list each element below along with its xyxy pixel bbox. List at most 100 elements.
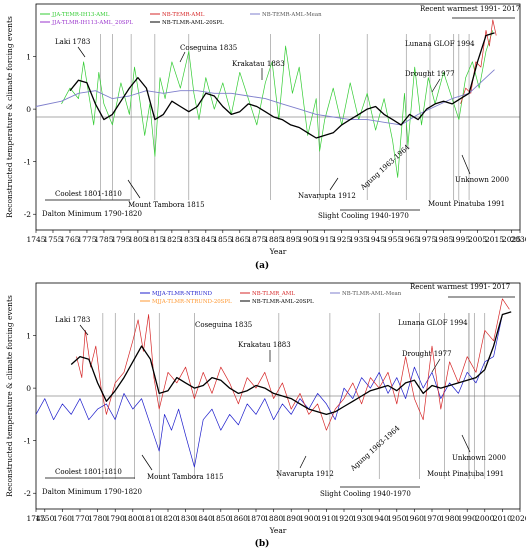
legend-label: NB-TLMR-AML-Mean — [342, 291, 402, 297]
annotation-krakatau: Krakatau 1883 — [238, 341, 291, 349]
x-tick-label: 2020 — [510, 514, 526, 523]
x-tick-label: 1795 — [111, 235, 130, 244]
legend-label: MJJA-TLMR-NTRUND — [152, 291, 213, 297]
y-tick-label: -2 — [24, 489, 32, 498]
series-line-nb-temr-aml-mean — [35, 69, 495, 126]
x-tick-label: 1970 — [422, 514, 441, 523]
x-tick-label: 1945 — [366, 235, 385, 244]
x-tick-label: 1875 — [247, 235, 266, 244]
arrow — [431, 358, 441, 373]
annotation-navarupta: Navarupta 1912 — [276, 470, 334, 478]
panel-label-a: (a) — [255, 260, 269, 271]
x-tick-label: 1995 — [451, 235, 470, 244]
x-tick-label: 1950 — [387, 514, 406, 523]
arrow — [461, 154, 471, 175]
x-axis-label-a: Year — [269, 247, 287, 256]
x-tick-label: 1860 — [229, 514, 248, 523]
x-tick-label: 2010 — [493, 514, 512, 523]
annotation-tambora: Mount Tambora 1815 — [128, 201, 205, 209]
x-tick-label: 1865 — [230, 235, 249, 244]
y-tick-label: 1 — [26, 53, 31, 62]
annotation-coolest: Coolest 1801-1810 — [55, 468, 122, 476]
x-tick-label: 1935 — [349, 235, 368, 244]
x-tick-label: 1805 — [128, 235, 147, 244]
x-tick-label: 1825 — [162, 235, 181, 244]
x-tick-label: 1930 — [352, 514, 371, 523]
arrow — [79, 324, 89, 336]
legend-label: NB-TEMR-AML-Mean — [262, 12, 322, 18]
x-tick-label: 1965 — [400, 235, 419, 244]
x-tick-label: 1975 — [417, 235, 436, 244]
x-tick-label: 1890 — [282, 514, 301, 523]
x-tick-label: 1765 — [60, 235, 79, 244]
x-tick-label: 1810 — [141, 514, 160, 523]
y-tick-label: -1 — [24, 158, 31, 167]
x-tick-label: 1820 — [158, 514, 177, 523]
x-tick-label: 1895 — [281, 235, 300, 244]
annotation-laki: Laki 1783 — [55, 316, 90, 324]
legend-a: JJA-TEMR-IH13-AML NB-TEMR-AML NB-TEMR-AM… — [40, 12, 322, 26]
annotation-agung: Agung 1963-1964 — [348, 424, 402, 473]
annotation-drought: Drought 1977 — [405, 70, 455, 78]
x-tick-label: 2030 — [510, 235, 526, 244]
annotation-coseguina: Coseguina 1835 — [180, 44, 237, 52]
x-tick-label: 1905 — [298, 235, 317, 244]
x-tick-label: 1985 — [434, 235, 453, 244]
x-tick-label: 1755 — [43, 235, 62, 244]
x-tick-label: 1830 — [176, 514, 195, 523]
annotation-laki: Laki 1783 — [55, 38, 90, 46]
x-tick-label: 1960 — [405, 514, 424, 523]
x-tick-label: 1920 — [334, 514, 353, 523]
annotation-slight-cooling: Slight Cooling 1940-1970 — [318, 212, 409, 220]
legend-b: MJJA-TLMR-NTRUND NB-TLMR_AML NB-TLMR-AML… — [140, 291, 402, 305]
x-tick-label: 1845 — [196, 235, 215, 244]
y-ticks-a: -2 -1 0 1 — [24, 53, 36, 219]
legend-label: NB-TEMR-AML — [162, 12, 205, 18]
x-tick-label: 2015 — [485, 235, 504, 244]
x-tick-label: 1780 — [88, 514, 107, 523]
annotation-unknown: Unknown 2000 — [455, 176, 509, 184]
y-tick-label: 1 — [26, 332, 31, 341]
series-line-nb-temr-aml — [460, 19, 497, 105]
y-axis-label-a: Reconstructed temperature & climate forc… — [5, 16, 14, 218]
annotation-tambora: Mount Tambora 1815 — [147, 473, 224, 481]
arrow — [77, 46, 86, 58]
legend-label: JJA-TLMR-IH113-AML_20SPL — [51, 20, 133, 26]
x-tick-label: 1910 — [317, 514, 336, 523]
y-tick-label: -2 — [24, 210, 32, 219]
arrow — [329, 177, 339, 191]
x-tick-label: 1955 — [383, 235, 402, 244]
x-tick-label: 1775 — [77, 235, 96, 244]
x-tick-label: 1760 — [53, 514, 72, 523]
series-a — [35, 19, 497, 178]
arrow — [179, 51, 186, 63]
series-line-nb-tlmr_aml — [76, 298, 510, 431]
x-tick-label: 1840 — [194, 514, 213, 523]
annotation-pinatuba: Mount Pinatuba 1991 — [428, 200, 505, 208]
x-tick-label: 1855 — [213, 235, 232, 244]
x-tick-label: 1870 — [246, 514, 265, 523]
series-line-mjja-tlmr-ntrund — [35, 314, 503, 468]
annotation-dalton: Dalton Minimum 1790-1820 — [42, 210, 142, 218]
annotation-navarupta: Navarupta 1912 — [298, 192, 356, 200]
event-lines-a — [100, 34, 470, 200]
annotation-lunana: Lunana GLOF 1994 — [398, 319, 468, 327]
legend-label: JJA-TEMR-IH13-AML — [51, 12, 110, 18]
y-tick-label: -1 — [24, 437, 31, 446]
annotation-krakatau: Krakatau 1883 — [232, 60, 285, 68]
panel-a: 1745175517651775178517951805181518251835… — [5, 3, 526, 271]
x-tick-label: 1880 — [264, 514, 283, 523]
arrow — [299, 455, 307, 469]
y-ticks-b: -2 -1 0 1 — [24, 332, 36, 498]
x-tick-label: 2025 — [502, 235, 521, 244]
panel-b: 1745175017601770178017901800181018201830… — [5, 282, 526, 549]
annotation-agung: Agung 1963-1964 — [358, 143, 412, 192]
x-ticks-a: 1745175517651775178517951805181518251835… — [26, 230, 526, 244]
arrow — [141, 454, 153, 471]
x-tick-label: 1785 — [94, 235, 113, 244]
arrow — [431, 78, 441, 93]
annotation-slight-cooling: Slight Cooling 1940-1970 — [320, 490, 411, 498]
annotation-pinatuba: Mount Pinatuba 1991 — [427, 470, 504, 478]
x-tick-label: 1835 — [179, 235, 198, 244]
y-tick-label: 0 — [26, 105, 31, 114]
